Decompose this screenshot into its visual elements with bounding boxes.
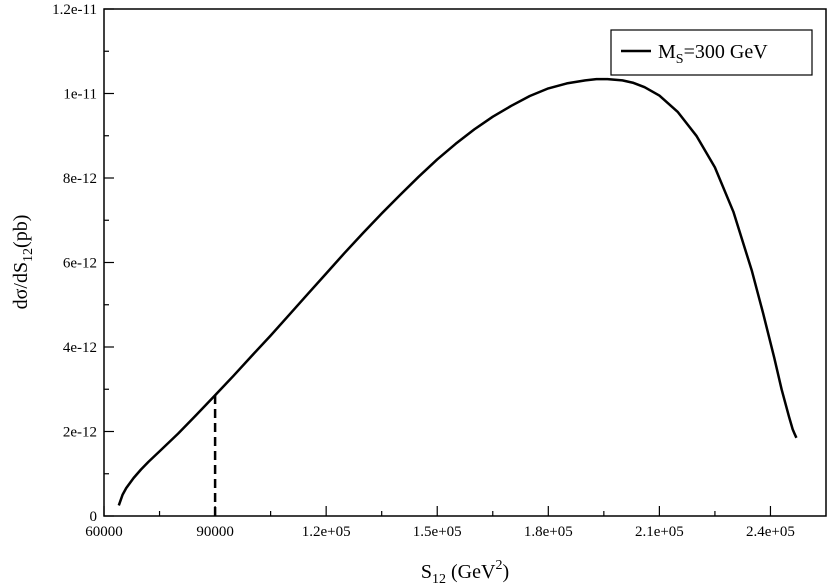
y-tick-label: 4e-12 <box>63 340 97 356</box>
x-tick-label: 1.8e+05 <box>524 524 573 540</box>
y-axis-title: dσ/dS12(pb) <box>10 215 36 310</box>
legend-box <box>610 29 813 76</box>
y-tick-label: 0 <box>90 509 98 525</box>
legend: MS=300 GeV <box>610 29 813 76</box>
y-tick-label: 1e-11 <box>63 87 97 103</box>
x-axis: 60000 90000 1.2e+05 1.5e+05 1.8e+05 2.1e+05 2.… <box>85 506 795 540</box>
x-tick-label: 2.1e+05 <box>635 524 684 540</box>
plot-frame <box>103 8 827 517</box>
x-tick-label: 1.2e+05 <box>302 524 351 540</box>
legend-label: MS=300 GeV <box>658 41 768 67</box>
x-tick-label: 2.4e+05 <box>746 524 795 540</box>
y-tick-label: 1.2e-11 <box>52 2 97 18</box>
x-tick-label: 90000 <box>196 524 234 540</box>
series-line <box>117 77 798 506</box>
y-tick-label: 2e-12 <box>63 425 97 441</box>
plot-lines <box>117 77 798 516</box>
x-axis-title: S12 (GeV2) <box>421 558 509 586</box>
x-tick-label: 60000 <box>85 524 123 540</box>
y-tick-label: 8e-12 <box>63 171 97 187</box>
y-tick-label: 6e-12 <box>63 256 97 272</box>
y-axis: 0 2e-12 4e-12 6e-12 8e-12 1e-11 1.2e-11 <box>52 2 114 525</box>
x-tick-label: 1.5e+05 <box>413 524 462 540</box>
